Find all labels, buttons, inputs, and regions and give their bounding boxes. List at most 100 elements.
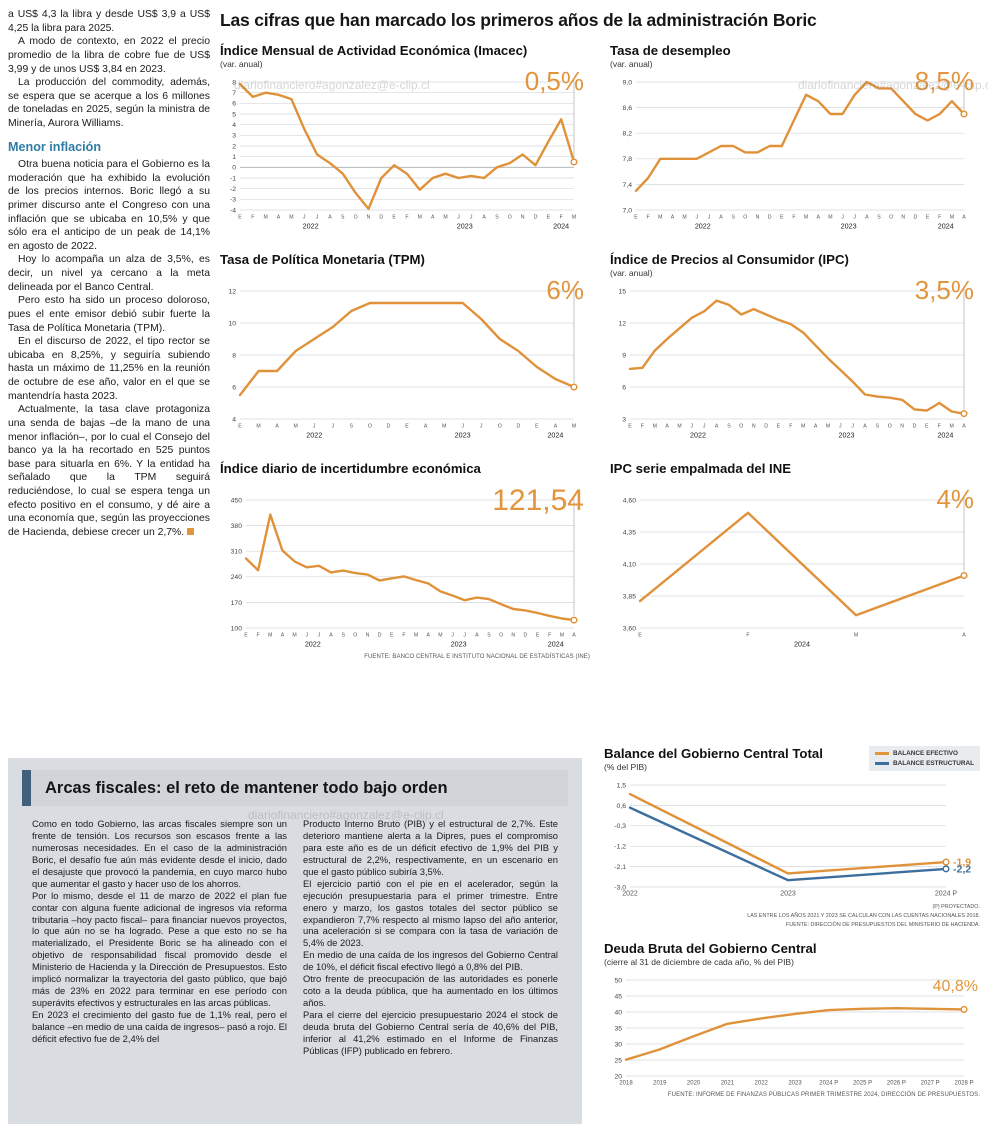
desempleo-latest-value: 8,5%: [914, 66, 974, 96]
svg-text:2018: 2018: [619, 1080, 633, 1086]
svg-text:S: S: [727, 424, 731, 430]
svg-text:O: O: [508, 215, 512, 221]
svg-text:S: S: [487, 633, 491, 639]
svg-text:2023: 2023: [780, 891, 796, 898]
svg-text:-1: -1: [230, 175, 236, 182]
chart-desempleo: Tasa de desempleo (var. anual) 8,5% 9,0 8…: [610, 43, 980, 234]
desempleo-line-chart: 8,5% 9,0 8,6 8,2 7,8 7,4 7,0 E F M A M J J A S O N D E F M A M…: [610, 66, 980, 234]
svg-text:A: A: [431, 215, 435, 221]
svg-text:E: E: [535, 424, 539, 430]
svg-text:J: J: [305, 633, 308, 639]
paragraph: Otra buena noticia para el Gobierno es l…: [8, 159, 210, 252]
svg-text:A: A: [475, 633, 479, 639]
svg-text:2024: 2024: [794, 640, 810, 649]
svg-text:-1,9: -1,9: [953, 857, 971, 869]
article-end-marker: [187, 527, 195, 535]
svg-text:7,8: 7,8: [623, 156, 633, 163]
svg-text:A: A: [554, 424, 558, 430]
svg-text:A: A: [814, 424, 818, 430]
svg-text:F: F: [257, 633, 260, 639]
legend-label: BALANCE ESTRUCTURAL: [893, 760, 974, 767]
svg-text:4,60: 4,60: [623, 497, 636, 504]
article-inflacion-paragraphs: Otra buena noticia para el Gobierno es l…: [8, 158, 210, 403]
fiscal-header: Arcas fiscales: el reto de mantener todo…: [22, 770, 568, 806]
svg-text:M: M: [950, 215, 954, 221]
deuda-latest-value: 40,8%: [932, 977, 978, 995]
fiscal-column-2: Producto Interno Bruto (PIB) y el estruc…: [303, 818, 558, 1057]
svg-text:E: E: [238, 424, 242, 430]
svg-text:4: 4: [232, 416, 236, 423]
svg-text:310: 310: [231, 549, 243, 556]
svg-text:E: E: [390, 633, 394, 639]
svg-text:J: J: [841, 215, 844, 221]
article-top-paragraphs: a US$ 4,3 la libra y desde US$ 3,9 a US$…: [8, 8, 210, 131]
svg-text:D: D: [534, 215, 538, 221]
ipc-empalmada-latest-value: 4%: [936, 484, 974, 514]
svg-text:2024: 2024: [937, 431, 953, 440]
svg-text:F: F: [789, 424, 792, 430]
svg-text:D: D: [387, 424, 391, 430]
svg-text:M: M: [438, 633, 442, 639]
svg-text:M: M: [949, 424, 953, 430]
svg-text:4,10: 4,10: [623, 561, 636, 568]
svg-text:2022: 2022: [690, 431, 706, 440]
svg-text:380: 380: [231, 523, 243, 530]
page-title: Las cifras que han marcado los primeros …: [220, 10, 817, 30]
svg-text:M: M: [560, 633, 564, 639]
svg-text:J: J: [316, 215, 319, 221]
svg-text:2019: 2019: [653, 1080, 667, 1086]
chart-subtitle: (var. anual): [610, 59, 653, 69]
svg-text:450: 450: [231, 497, 243, 504]
svg-text:8,6: 8,6: [623, 105, 633, 112]
svg-text:1,5: 1,5: [617, 782, 627, 789]
svg-text:E: E: [926, 215, 930, 221]
svg-text:50: 50: [614, 977, 622, 984]
svg-text:J: J: [695, 215, 698, 221]
svg-text:E: E: [405, 424, 409, 430]
svg-text:F: F: [560, 215, 563, 221]
main-infographic: Las cifras que han marcado los primeros …: [220, 10, 980, 660]
svg-text:N: N: [901, 215, 905, 221]
svg-text:6: 6: [232, 101, 236, 108]
svg-text:J: J: [318, 633, 321, 639]
fiscal-charts: BALANCE EFECTIVO BALANCE ESTRUCTURAL Bal…: [604, 746, 980, 1098]
svg-text:N: N: [756, 215, 760, 221]
paragraph: La producción del commodity, además, se …: [8, 77, 210, 129]
svg-text:2026 P: 2026 P: [887, 1080, 906, 1086]
svg-text:J: J: [480, 424, 483, 430]
paragraph: Hoy lo acompaña un alza de 3,5%, es deci…: [8, 254, 210, 293]
fiscal-panel: Arcas fiscales: el reto de mantener todo…: [8, 758, 582, 1124]
legend-item-estructural: BALANCE ESTRUCTURAL: [875, 760, 974, 767]
svg-text:F: F: [938, 424, 941, 430]
svg-text:S: S: [877, 215, 881, 221]
svg-text:30: 30: [614, 1041, 622, 1048]
ipc-line-chart: 3,5% 15 12 9 6 3 E F M A M J J A S O N D E F M A M J J A S O N D E F M A…: [610, 275, 980, 443]
svg-text:-2,2: -2,2: [953, 863, 971, 875]
paragraph: En 2023 el crecimiento del gasto fue de …: [32, 1009, 287, 1044]
svg-text:-1,2: -1,2: [614, 844, 626, 851]
svg-text:2025 P: 2025 P: [853, 1080, 872, 1086]
svg-text:2022: 2022: [305, 640, 321, 649]
svg-text:A: A: [426, 633, 430, 639]
svg-text:A: A: [329, 633, 333, 639]
chart-ipc-empalmada: IPC serie empalmada del INE 4% 4,60 4,35 4…: [610, 461, 980, 660]
paragraph: En medio de una caída de los ingresos de…: [303, 949, 558, 973]
svg-text:A: A: [482, 215, 486, 221]
svg-text:M: M: [804, 215, 808, 221]
paragraph: Otro frente de preocupación de las autor…: [303, 973, 558, 1009]
svg-text:3: 3: [232, 133, 236, 140]
balance-legend: BALANCE EFECTIVO BALANCE ESTRUCTURAL: [869, 746, 980, 771]
svg-text:1: 1: [232, 154, 236, 161]
svg-text:O: O: [743, 215, 747, 221]
svg-text:O: O: [368, 424, 372, 430]
svg-text:F: F: [402, 633, 405, 639]
chart-title: Índice diario de incertidumbre económica: [220, 461, 481, 476]
svg-text:A: A: [281, 633, 285, 639]
svg-text:E: E: [244, 633, 248, 639]
svg-text:F: F: [746, 633, 749, 639]
paragraph: Por lo mismo, desde el 11 de marzo de 20…: [32, 889, 287, 1009]
svg-text:F: F: [792, 215, 795, 221]
paragraph: a US$ 4,3 la libra y desde US$ 3,9 a US$…: [8, 9, 210, 34]
svg-text:-3: -3: [230, 197, 236, 204]
legend-item-efectivo: BALANCE EFECTIVO: [875, 750, 974, 757]
